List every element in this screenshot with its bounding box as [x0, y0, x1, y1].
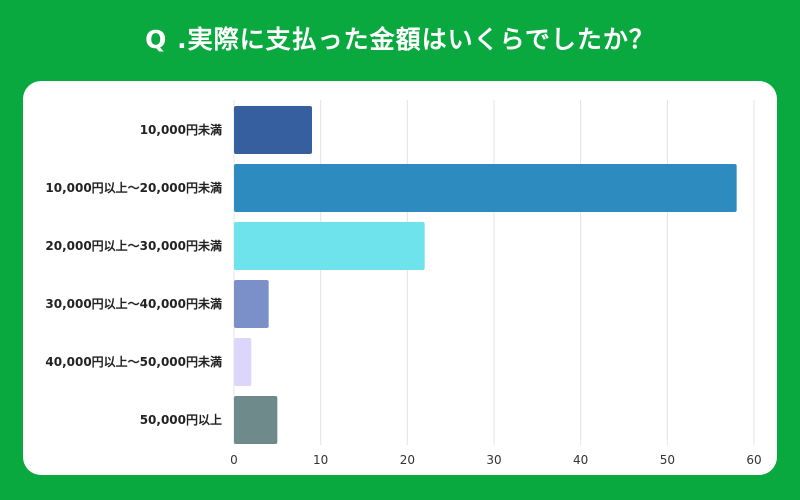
category-label: 10,000円未満	[140, 122, 222, 137]
x-tick-label: 50	[660, 453, 675, 467]
category-label: 50,000円以上	[140, 412, 222, 427]
category-label: 10,000円以上～20,000円未満	[45, 180, 222, 195]
x-tick-label: 60	[746, 453, 761, 467]
category-label: 30,000円以上～40,000円未満	[45, 296, 222, 311]
x-tick-label: 30	[486, 453, 501, 467]
category-labels: 10,000円未満 10,000円以上～20,000円未満 20,000円以上～30…	[45, 122, 222, 427]
category-label: 20,000円以上～30,000円未満	[45, 238, 222, 253]
grid-lines	[233, 100, 755, 445]
chart-panel	[23, 81, 777, 475]
bar	[234, 396, 278, 444]
bar	[234, 338, 252, 386]
bar	[234, 164, 737, 212]
x-tick-label: 0	[230, 453, 238, 467]
bar	[234, 106, 312, 154]
bar	[234, 222, 425, 270]
bars	[234, 106, 737, 444]
x-tick-labels: 0 10 20 30 40 50 60	[230, 453, 761, 467]
bar	[234, 280, 269, 328]
x-tick-label: 20	[400, 453, 415, 467]
chart-title: Q .実際に支払った金額はいくらでしたか？	[145, 25, 655, 54]
x-tick-label: 40	[573, 453, 588, 467]
category-label: 40,000円以上～50,000円未満	[45, 354, 222, 369]
x-tick-label: 10	[313, 453, 328, 467]
